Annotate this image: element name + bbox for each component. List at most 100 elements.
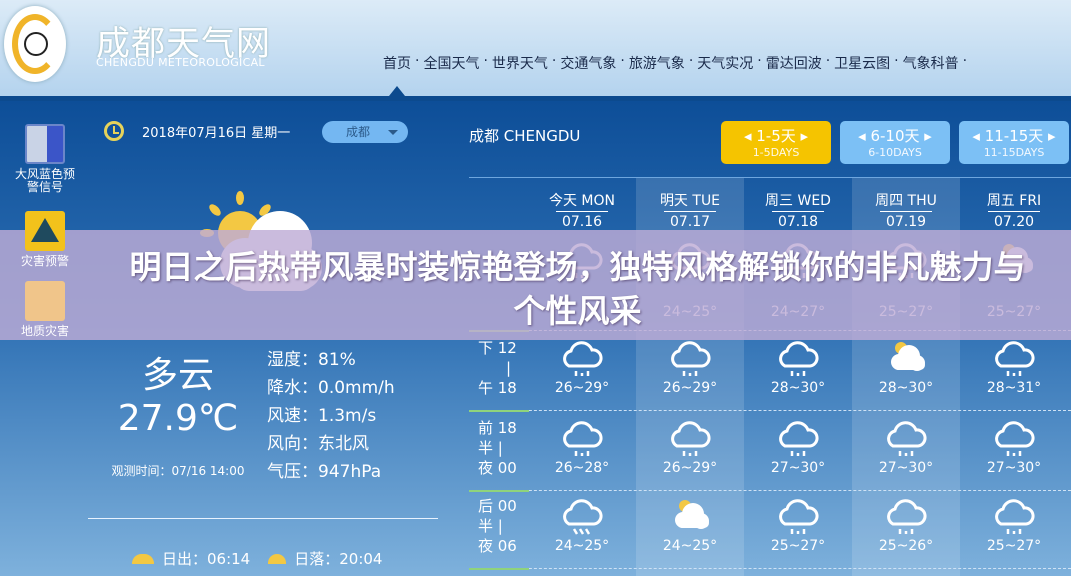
forecast-cell: 28~30° (852, 336, 960, 396)
warning-disaster[interactable]: 灾害预警 (14, 211, 76, 268)
day-date: 07.17 (663, 211, 717, 232)
nav-separator: · (415, 53, 420, 69)
nav-item[interactable]: 天气实况 (697, 56, 754, 72)
sunrise-time: 日出：06:14 (162, 550, 251, 568)
day-date: 07.19 (879, 211, 933, 232)
rain-icon (995, 341, 1035, 376)
nav-item[interactable]: 世界天气 (491, 56, 548, 72)
forecast-cell: 25~27° (744, 494, 852, 554)
headline-text: 明日之后热带风暴时装惊艳登场，独特风格解锁你的非凡魅力与 个性风采 (90, 245, 1065, 333)
row-label-mid: 半 | (478, 439, 503, 457)
pressure: 气压：947hPa (267, 462, 382, 482)
forecast-cell: 28~30° (744, 336, 852, 396)
warning-triangle-icon (25, 211, 65, 251)
divider (469, 177, 1071, 178)
nav-separator: · (962, 53, 968, 69)
warning-gale-blue[interactable]: 大风蓝色预警信号 (14, 124, 76, 194)
sunset-time: 日落：20:04 (294, 550, 383, 568)
temp-range: 27~30° (770, 460, 826, 476)
temp-range: 25~27° (986, 538, 1042, 554)
forecast-cell: 26~29° (636, 336, 744, 396)
nav-item[interactable]: 气象科普 (902, 56, 959, 72)
nav-item[interactable]: 旅游气象 (628, 56, 685, 72)
nav-item[interactable]: 首页 (383, 56, 411, 72)
nav-separator: · (620, 53, 625, 69)
nav-separator: · (551, 53, 557, 69)
row-divider (469, 568, 1071, 570)
day-header: 今天 MON 07.16 (528, 191, 636, 232)
site-header: 成都天气网 CHENGDU METEOROLOGICAL 首页 · 全国天气 · 世界天… (0, 0, 1071, 96)
clock-icon (104, 121, 124, 141)
nav-separator: · (483, 53, 488, 69)
rain-icon (563, 421, 603, 456)
row-label: 后 00 半 | 夜 06 (478, 496, 528, 556)
temp-range: 26~29° (662, 460, 718, 476)
wind-speed: 风速：1.3m/s (267, 406, 377, 426)
warning-label: 大风蓝色预警信号 (14, 167, 75, 194)
tab-label: ◂ 6-10天 ▸ (858, 127, 932, 145)
day-name: 周四 THU (875, 193, 937, 209)
row-label: 下 12 | 午 18 (478, 338, 528, 398)
tab-label: ◂ 11-15天 ▸ (972, 127, 1056, 145)
row-label-start: 下 12 (478, 339, 517, 357)
forecast-cell: 27~30° (852, 416, 960, 476)
forecast-cell: 25~27° (960, 494, 1068, 554)
tab-sublabel: 1-5DAYS (752, 146, 800, 159)
temp-range: 28~30° (770, 380, 826, 396)
nav-separator: · (688, 53, 694, 69)
site-name: 成都天气网 (96, 24, 271, 64)
chevron-down-icon (388, 130, 398, 135)
nav-item[interactable]: 卫星云图 (834, 56, 891, 72)
rain-icon (995, 421, 1035, 456)
forecast-cell: 24~25° (528, 494, 636, 554)
temp-range: 24~25° (554, 538, 610, 554)
day-header: 周五 FRI 07.20 (960, 191, 1068, 232)
nav-item[interactable]: 雷达回波 (765, 56, 822, 72)
sunset-icon (268, 553, 287, 564)
temp-range: 28~30° (878, 380, 934, 396)
row-label-mid: 半 | (478, 517, 503, 535)
nav-item[interactable]: 交通气象 (560, 56, 617, 72)
gale-blue-warning-icon (25, 124, 65, 164)
current-temperature: 27.9℃ (117, 398, 239, 439)
weather-details: 湿度：81% 降水：0.0mm/h 风速：1.3m/s 风向：东北风 气压：94… (267, 346, 395, 486)
landslide-icon (25, 281, 65, 321)
row-label-end: 午 18 (478, 379, 517, 397)
tab-label: ◂ 1-5天 ▸ (743, 127, 809, 145)
rain-icon (671, 341, 711, 376)
row-label-mid: | (506, 359, 512, 377)
precipitation: 降水：0.0mm/h (267, 378, 395, 398)
day-header: 周四 THU 07.19 (852, 191, 960, 232)
rain-icon (563, 341, 603, 376)
tab-range-2[interactable]: ◂ 6-10天 ▸ 6-10DAYS (840, 121, 950, 164)
warning-label: 地质灾害 (20, 324, 69, 338)
humidity: 湿度：81% (267, 350, 356, 370)
temp-range: 26~29° (662, 380, 718, 396)
divider (88, 518, 438, 519)
nav-separator: · (825, 53, 831, 69)
rain-icon (995, 499, 1035, 534)
nav-item[interactable]: 全国天气 (423, 56, 480, 72)
row-label-end: 夜 00 (478, 459, 517, 477)
headline-banner (0, 230, 1071, 340)
day-name: 明天 TUE (659, 193, 721, 209)
wind-direction: 风向：东北风 (267, 434, 369, 454)
rain-icon (671, 421, 711, 456)
tab-range-3[interactable]: ◂ 11-15天 ▸ 11-15DAYS (959, 121, 1069, 164)
panda-logo[interactable] (4, 6, 66, 82)
current-date: 2018年07月16日 星期一 (142, 125, 291, 141)
forecast-cell: 26~29° (636, 416, 744, 476)
city-select[interactable]: 成都 (322, 121, 408, 143)
nav-active-caret-icon (389, 86, 405, 96)
tab-sublabel: 6-10DAYS (868, 146, 922, 159)
temp-range: 27~30° (878, 460, 934, 476)
headline-line-1: 明日之后热带风暴时装惊艳登场，独特风格解锁你的非凡魅力与 (129, 248, 1026, 286)
day-name: 周三 WED (765, 193, 831, 209)
row-label: 前 18 半 | 夜 00 (478, 418, 528, 478)
warning-label: 灾害预警 (20, 254, 69, 268)
cloudy-sun-icon (891, 342, 925, 371)
tab-range-1[interactable]: ◂ 1-5天 ▸ 1-5DAYS (721, 121, 831, 164)
warning-geological[interactable]: 地质灾害 (14, 281, 76, 338)
day-name: 周五 FRI (986, 193, 1042, 209)
row-label-start: 前 18 (478, 419, 517, 437)
